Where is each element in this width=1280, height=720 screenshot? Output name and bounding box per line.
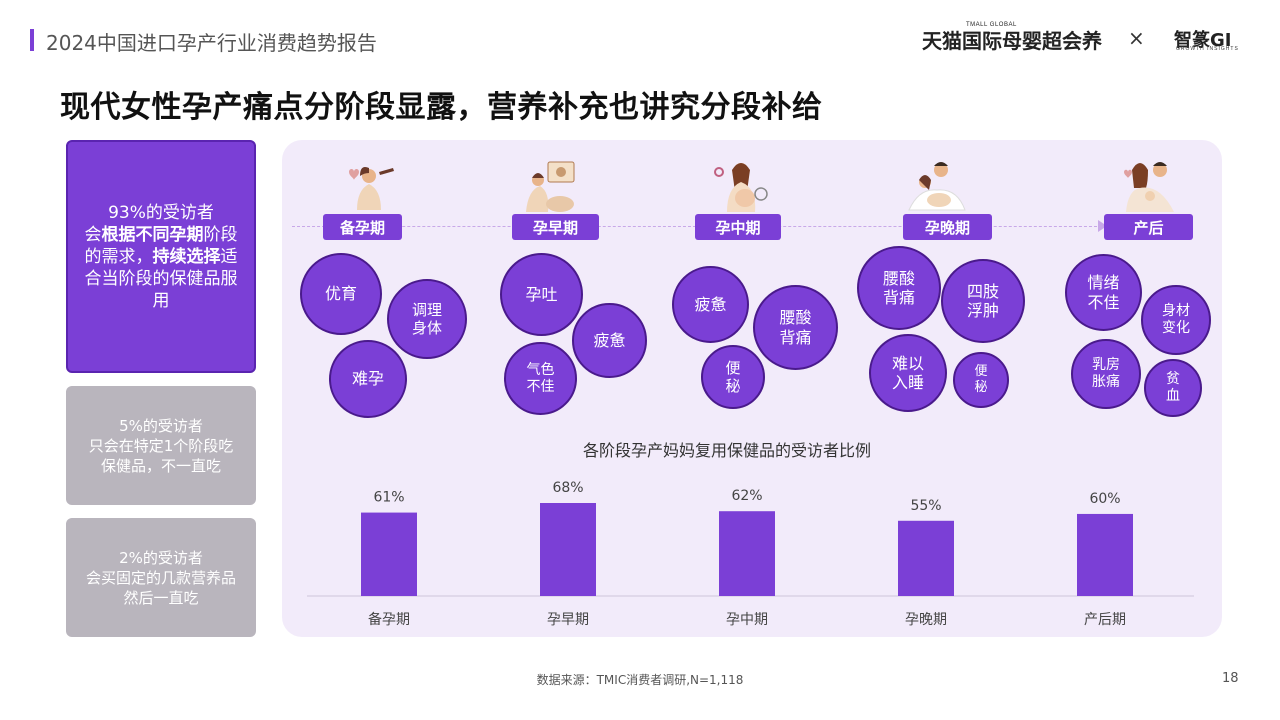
pain-point-bubble: 疲惫 — [572, 303, 647, 378]
data-source-note: 数据来源：TMIC消费者调研,N=1,118 — [536, 673, 744, 687]
page-title: 现代女性孕产痛点分阶段显露，营养补充也讲究分段补给 — [60, 90, 823, 125]
bar-3 — [719, 511, 775, 596]
chart-title: 各阶段孕产妈妈复用保健品的受访者比例 — [582, 441, 871, 460]
pain-point-bubble: 气色不佳 — [504, 342, 577, 415]
brand-separator: × — [1128, 26, 1145, 50]
pain-point-bubble: 调理身体 — [387, 279, 467, 359]
report-title: 2024中国进口孕产行业消费趋势报告 — [46, 31, 377, 55]
pain-point-bubble: 腰酸背痛 — [857, 246, 941, 330]
page-number: 18 — [1222, 671, 1239, 686]
timeline-arrow-icon — [1098, 220, 1107, 232]
family-with-baby-icon — [1124, 162, 1174, 212]
bar-value-label-4: 55% — [910, 498, 941, 514]
category-label-2: 孕早期 — [547, 612, 589, 628]
bar-2 — [540, 503, 596, 596]
stat-box-93-text: 93%的受访者 会根据不同孕期阶段的需求，持续选择适合当阶段的保健品服用 — [84, 202, 238, 312]
bar-5 — [1077, 513, 1133, 596]
bar-value-label-3: 62% — [731, 488, 762, 504]
bar-value-label-1: 61% — [373, 490, 404, 506]
stage-label-preparation: 备孕期 — [323, 214, 402, 240]
tmall-global-small-logo: TMALL GLOBAL — [966, 22, 1017, 28]
pain-point-bubble: 难以入睡 — [869, 334, 947, 412]
pain-point-bubble: 便秘 — [701, 345, 765, 409]
pain-point-bubble: 贫血 — [1144, 359, 1202, 417]
stat-2-line1: 2%的受访者 — [119, 548, 203, 567]
stat-5-line1: 5%的受访者 — [119, 416, 203, 435]
stage-label-postpartum: 产后 — [1104, 214, 1193, 240]
pain-point-bubble: 腰酸背痛 — [753, 285, 838, 370]
tmall-brand-logo: 天猫国际母婴超会养 — [922, 29, 1102, 53]
stat-box-2-text: 2%的受访者 会买固定的几款营养品 然后一直吃 — [86, 548, 236, 608]
pain-point-bubble: 优育 — [300, 253, 382, 335]
pain-point-bubble: 四肢浮肿 — [941, 259, 1025, 343]
brand-logos: TMALL GLOBAL 天猫国际母婴超会养 × 智篆GI GROWTH INS… — [922, 22, 1242, 56]
stat-93-line2: 会根据不同孕期阶段的需求，持续选择适合当阶段的保健品服用 — [84, 224, 238, 311]
bar-1 — [361, 512, 417, 596]
couple-resting-icon — [908, 162, 966, 211]
pregnant-woman-icon — [714, 163, 768, 212]
stat-2-line3: 然后一直吃 — [123, 588, 199, 607]
stat-box-5-text: 5%的受访者 只会在特定1个阶段吃 保健品，不一直吃 — [89, 416, 234, 476]
ultrasound-checkup-icon — [526, 161, 575, 212]
pain-point-bubble: 情绪不佳 — [1065, 254, 1142, 331]
category-label-4: 孕晚期 — [905, 612, 947, 628]
pain-point-bubble: 难孕 — [329, 340, 407, 418]
category-label-1: 备孕期 — [368, 611, 410, 628]
pain-point-bubble: 疲惫 — [672, 266, 749, 343]
gi-brand-subtitle: GROWTH INSIGHTS — [1176, 46, 1239, 52]
category-label-5: 产后期 — [1084, 612, 1126, 628]
pain-point-bubble: 身材变化 — [1141, 285, 1211, 355]
pain-point-bubble: 乳房胀痛 — [1071, 339, 1141, 409]
stage-label-late: 孕晚期 — [903, 214, 992, 240]
repurchase-bar-chart: 61% 备孕期 68% 孕早期 62% 孕中期 55% 孕晚期 60% 产后期 — [307, 480, 1194, 628]
gi-brand-logo: 智篆GI — [1174, 30, 1232, 51]
stat-box-5: 5%的受访者 只会在特定1个阶段吃 保健品，不一直吃 — [66, 386, 256, 505]
stat-box-2: 2%的受访者 会买固定的几款营养品 然后一直吃 — [66, 518, 256, 637]
bar-value-label-2: 68% — [552, 480, 583, 496]
stage-label-middle: 孕中期 — [695, 214, 781, 240]
stage-label-early: 孕早期 — [512, 214, 599, 240]
stat-93-line1: 93%的受访者 — [108, 202, 214, 223]
header-accent-bar — [30, 29, 34, 51]
bar-4 — [898, 520, 954, 596]
stat-box-93: 93%的受访者 会根据不同孕期阶段的需求，持续选择适合当阶段的保健品服用 — [66, 140, 256, 373]
stat-5-line2: 只会在特定1个阶段吃 — [88, 436, 234, 455]
pain-point-bubble: 便秘 — [953, 352, 1009, 408]
couple-with-heart-icon — [349, 167, 394, 210]
pain-point-bubble: 孕吐 — [500, 253, 583, 336]
stat-2-line2: 会买固定的几款营养品 — [85, 568, 236, 587]
category-label-3: 孕中期 — [726, 612, 768, 628]
bar-value-label-5: 60% — [1089, 491, 1120, 507]
stat-5-line3: 保健品，不一直吃 — [100, 456, 221, 475]
